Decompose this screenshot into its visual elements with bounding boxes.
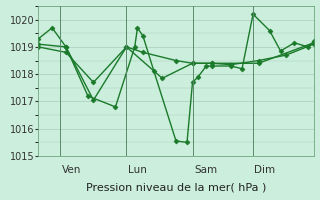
Text: Dim: Dim — [254, 165, 276, 175]
Text: Ven: Ven — [62, 165, 81, 175]
Text: Lun: Lun — [128, 165, 147, 175]
Text: Pression niveau de la mer( hPa ): Pression niveau de la mer( hPa ) — [86, 183, 266, 193]
Text: Sam: Sam — [194, 165, 217, 175]
